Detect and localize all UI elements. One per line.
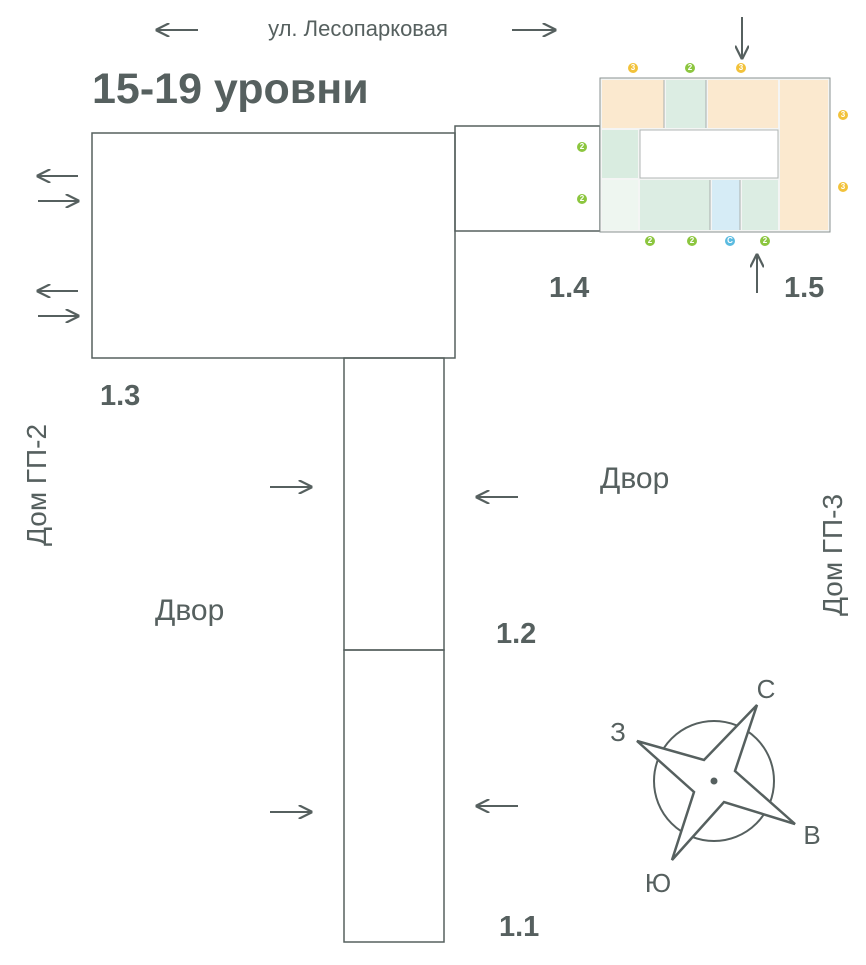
section-label: 1.2 (496, 618, 536, 650)
badge-label: 2 (690, 236, 695, 245)
badge-label: 3 (631, 63, 636, 72)
badge-label: 2 (580, 194, 585, 203)
title: 15-19 уровни (92, 65, 369, 113)
compass-label: В (803, 820, 820, 850)
floor-plan (599, 77, 831, 233)
badge-label: 3 (841, 182, 846, 191)
room-badges: 3 2 3 3 3 2 2 2 2 С 2 (577, 63, 848, 246)
compass-label: З (610, 717, 626, 747)
building-section (343, 649, 445, 943)
yard-label: Двор (600, 462, 669, 495)
section-label: 1.4 (549, 272, 589, 304)
building-section (91, 132, 456, 359)
building-section (454, 125, 601, 232)
section-label: 1.5 (784, 272, 824, 304)
compass: С З В Ю (610, 674, 821, 898)
badge-label: 3 (739, 63, 744, 72)
street-label: ул. Лесопарковая (268, 16, 448, 41)
neighbor-label: Дом ГП-2 (21, 424, 52, 546)
badge-label: 3 (841, 110, 846, 119)
badge-label: 2 (688, 63, 693, 72)
section-label: 1.3 (100, 380, 140, 412)
badge-label: 2 (648, 236, 653, 245)
badge-label: 2 (580, 142, 585, 151)
compass-label: Ю (645, 868, 671, 898)
building-section (343, 357, 445, 651)
compass-label: С (757, 674, 776, 704)
section-label: 1.1 (499, 911, 539, 943)
yard-label: Двор (155, 594, 224, 627)
badge-label: С (727, 236, 733, 245)
badge-label: 2 (763, 236, 768, 245)
neighbor-label: Дом ГП-3 (817, 494, 848, 616)
